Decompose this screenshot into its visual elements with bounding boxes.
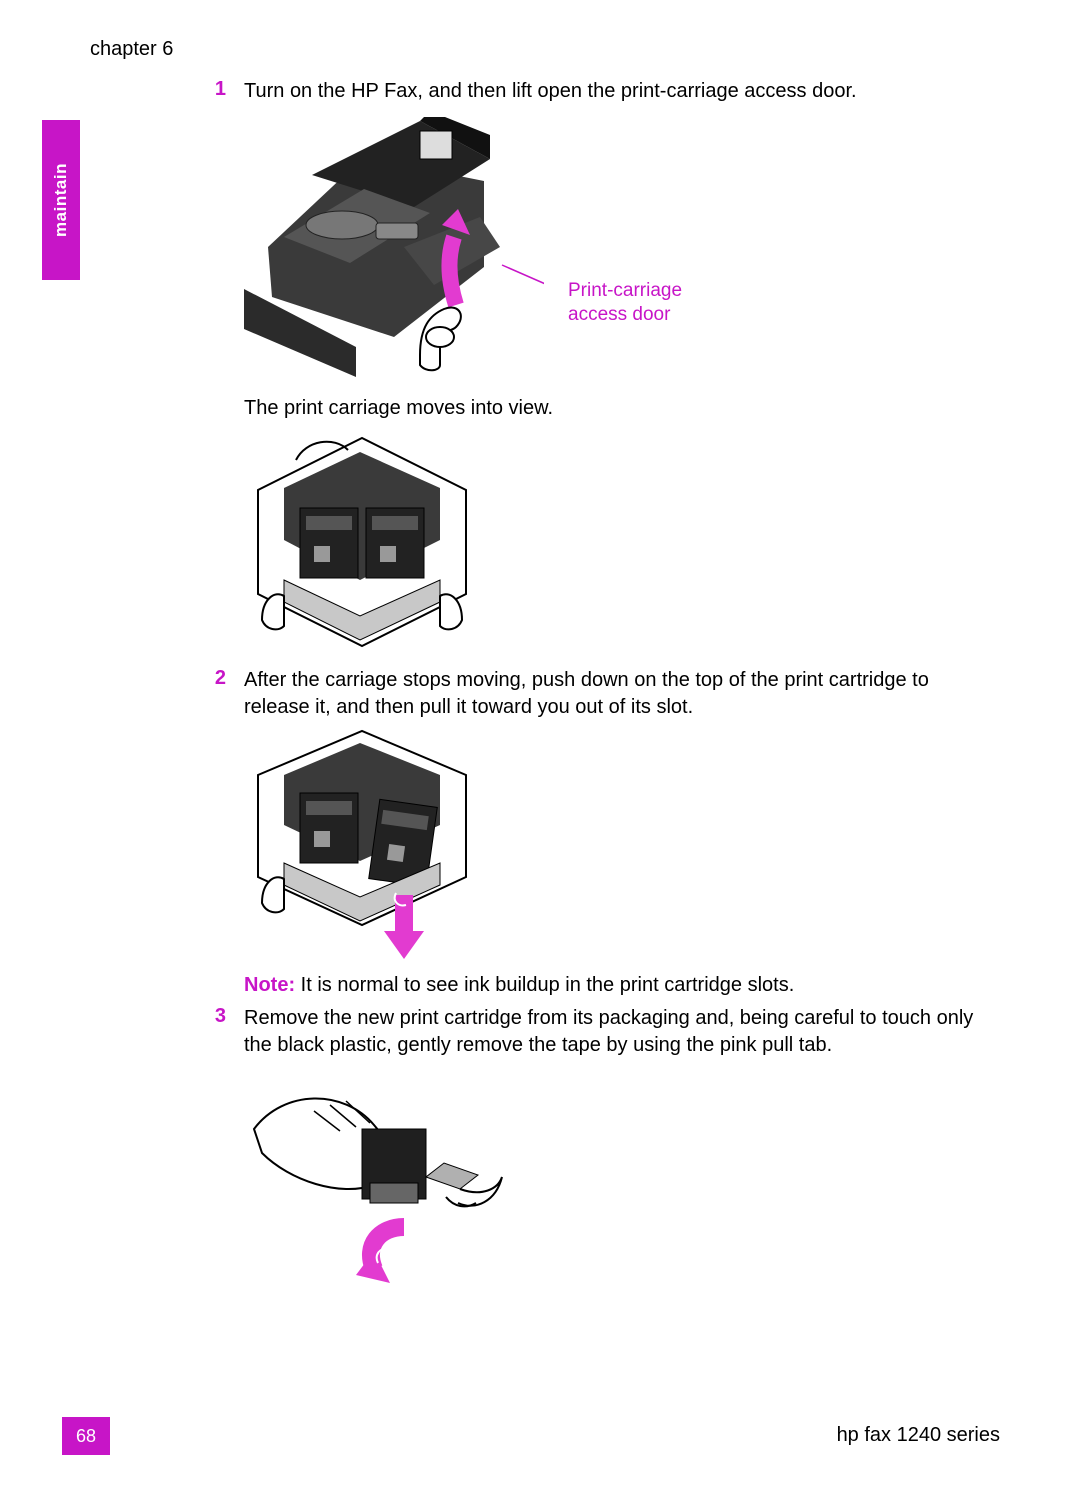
figure-3-illustration — [244, 727, 479, 962]
side-tab-badge: maintain — [42, 120, 80, 280]
figure-1-illustration — [244, 117, 544, 377]
figure-4-illustration — [244, 1069, 509, 1294]
page-number: 68 — [76, 1426, 96, 1447]
figure-1-caption: The print carriage moves into view. — [244, 397, 990, 420]
figure-2-illustration — [244, 430, 479, 655]
side-tab-label: maintain — [51, 163, 71, 237]
step-1: 1 Turn on the HP Fax, and then lift open… — [210, 78, 990, 105]
step-text: Remove the new print cartridge from its … — [244, 1005, 990, 1059]
figure-2-wrap — [244, 430, 990, 655]
figure-1-callout: Print-carriage access door — [568, 279, 682, 327]
figure-4-wrap — [244, 1069, 990, 1294]
step-number: 2 — [210, 667, 226, 690]
step-text: After the carriage stops moving, push do… — [244, 667, 990, 721]
page-footer: 68 hp fax 1240 series — [0, 1415, 1080, 1455]
chapter-header: chapter 6 — [90, 38, 173, 61]
page-number-box: 68 — [62, 1417, 110, 1455]
figure-1-wrap: Print-carriage access door — [244, 117, 990, 385]
note-label: Note: — [244, 974, 295, 996]
note-text: It is normal to see ink buildup in the p… — [301, 974, 795, 996]
step-number: 1 — [210, 78, 226, 101]
footer-series-label: hp fax 1240 series — [837, 1424, 1000, 1447]
note-line: Note: It is normal to see ink buildup in… — [244, 974, 990, 997]
step-text: Turn on the HP Fax, and then lift open t… — [244, 78, 990, 105]
chapter-side-tab: maintain — [0, 30, 80, 290]
step-3: 3 Remove the new print cartridge from it… — [210, 1005, 990, 1059]
figure-3-wrap — [244, 727, 990, 962]
step-2: 2 After the carriage stops moving, push … — [210, 667, 990, 721]
page-content: 1 Turn on the HP Fax, and then lift open… — [210, 78, 990, 1306]
step-number: 3 — [210, 1005, 226, 1028]
